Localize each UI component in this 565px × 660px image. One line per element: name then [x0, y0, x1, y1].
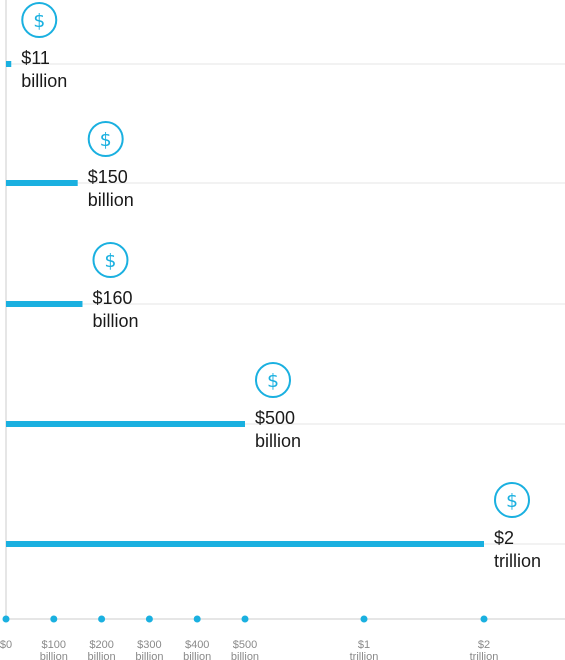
svg-text:$: $	[506, 490, 518, 512]
bar-group: $ $150 billion	[6, 121, 134, 210]
x-tick: $500 billion	[231, 615, 259, 660]
bar	[6, 61, 12, 67]
x-tick: $200 billion	[88, 615, 116, 660]
x-tick: $0	[0, 615, 12, 651]
bar-value-label: $150 billion	[88, 167, 134, 210]
x-axis-ticks: $0 $100 billion $200 billion $300 billion $400 b…	[0, 615, 499, 660]
svg-text:$: $	[104, 250, 116, 272]
dollar-circle-icon: $	[494, 482, 530, 518]
bar	[6, 541, 484, 547]
axes	[5, 0, 565, 620]
x-tick-label: $100 billion	[40, 639, 68, 660]
svg-text:$: $	[267, 370, 279, 392]
x-tick-label: $300 billion	[135, 639, 163, 660]
bar	[6, 180, 78, 186]
svg-text:$: $	[33, 10, 45, 32]
bar-value-label: $11 billion	[21, 48, 67, 91]
x-tick: $300 billion	[135, 615, 163, 660]
bar	[6, 301, 83, 307]
x-tick-label: $400 billion	[183, 639, 211, 660]
bar-value-label: $500 billion	[255, 408, 301, 451]
bar-value-label: $2 trillion	[494, 528, 541, 571]
x-tick: $1 trillion	[350, 615, 379, 660]
x-tick: $100 billion	[40, 615, 68, 660]
x-tick: $400 billion	[183, 615, 211, 660]
bar-value-label: $160 billion	[92, 288, 138, 331]
x-tick-label: $200 billion	[88, 639, 116, 660]
x-tick-label: $2 trillion	[470, 639, 499, 660]
dollar-circle-icon: $	[255, 362, 291, 398]
x-tick-label: $0	[0, 639, 12, 651]
dollar-circle-icon: $	[21, 2, 58, 38]
bar-group: $ $11 billion	[6, 2, 67, 91]
bars: $ $11 billion $ $150 billion $ $160 billion $ $500…	[6, 2, 541, 571]
dollar-circle-icon: $	[87, 121, 124, 157]
bar-group: $ $160 billion	[6, 242, 139, 331]
x-tick-label: $500 billion	[231, 639, 259, 660]
dollar-circle-icon: $	[92, 242, 129, 278]
bar	[6, 421, 245, 427]
bar-group: $ $2 trillion	[6, 482, 541, 571]
x-tick: $2 trillion	[470, 615, 499, 660]
bar-group: $ $500 billion	[6, 362, 301, 451]
svg-text:$: $	[100, 129, 112, 151]
x-tick-label: $1 trillion	[350, 639, 379, 660]
